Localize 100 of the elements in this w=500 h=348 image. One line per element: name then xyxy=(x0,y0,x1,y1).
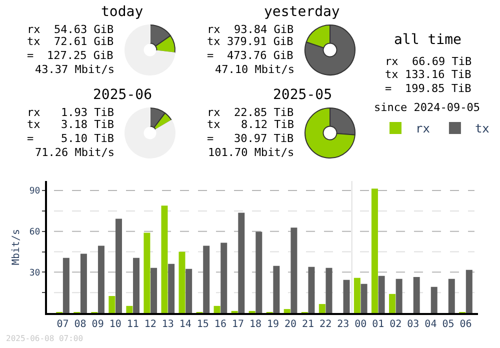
x-tick-label: 03 xyxy=(407,319,420,330)
bar xyxy=(256,232,262,313)
text: all time xyxy=(394,32,462,48)
text: 30.97 TiB xyxy=(234,132,294,145)
x-tick-label: 04 xyxy=(424,319,437,330)
x-tick-label: 08 xyxy=(74,319,86,330)
x-tick-label: 11 xyxy=(126,319,139,330)
y-axis-title: Mbit/s xyxy=(10,228,22,266)
text: 473.76 GiB xyxy=(227,49,294,62)
x-tick-label: 01 xyxy=(372,319,384,330)
y-tick-label: 30 xyxy=(29,268,40,278)
x-tick-label: 02 xyxy=(390,319,402,330)
x-tick-label: 22 xyxy=(320,319,332,330)
bar xyxy=(80,254,87,313)
bar xyxy=(126,306,133,313)
bar xyxy=(186,268,192,313)
x-tick-label: 05 xyxy=(442,319,454,330)
x-tick-label: 10 xyxy=(109,319,122,330)
bar xyxy=(161,206,168,313)
bar xyxy=(284,309,290,313)
bar xyxy=(318,304,326,313)
bar xyxy=(371,188,378,313)
x-tick-label: 06 xyxy=(460,319,472,330)
text: 127.25 GiB xyxy=(47,49,114,62)
x-tick-label: 13 xyxy=(162,319,174,330)
bar xyxy=(354,278,360,313)
text: 22.85 TiB xyxy=(234,106,294,119)
bar xyxy=(326,268,332,313)
x-tick-label: 00 xyxy=(354,319,367,330)
x-tick-label: 14 xyxy=(179,319,192,330)
bar xyxy=(133,258,140,313)
text: rx xyxy=(207,106,221,119)
bar xyxy=(62,258,70,313)
chart-title: yesterday xyxy=(264,4,340,20)
x-tick-label: 19 xyxy=(266,319,280,330)
text: 93.84 GiB xyxy=(234,23,294,36)
bar xyxy=(290,228,298,313)
legend-label: tx xyxy=(474,122,490,136)
bar xyxy=(466,270,472,313)
text: = xyxy=(27,132,34,145)
text: 1.93 TiB xyxy=(61,106,114,119)
text: rx xyxy=(27,106,41,119)
bar xyxy=(413,276,420,313)
bar xyxy=(108,296,116,313)
bar xyxy=(388,294,396,313)
text: tx xyxy=(27,35,41,48)
text: 3.18 TiB xyxy=(61,118,114,131)
text: = xyxy=(207,49,214,62)
bar xyxy=(238,212,245,313)
bar xyxy=(178,252,186,313)
bar xyxy=(378,276,385,313)
text: 72.61 GiB xyxy=(54,35,114,48)
x-tick-label: 20 xyxy=(284,319,297,330)
x-tick-label: 12 xyxy=(144,319,156,330)
bar xyxy=(448,278,455,313)
text: = xyxy=(385,82,392,95)
chart-title: 2025-05 xyxy=(273,87,332,103)
y-tick-label: 60 xyxy=(29,228,40,238)
text: 379.91 GiB xyxy=(227,35,294,48)
donut-slice xyxy=(124,108,176,158)
text: 8.12 TiB xyxy=(241,118,294,131)
bar xyxy=(203,246,210,313)
bar xyxy=(144,232,150,313)
chart-title: 2025-06 xyxy=(93,87,152,103)
text: 5.10 TiB xyxy=(61,132,114,145)
bar xyxy=(116,218,122,313)
text: rx xyxy=(207,23,221,36)
text: rx xyxy=(27,23,41,36)
x-tick-label: 17 xyxy=(232,319,244,330)
text: 66.69 TiB xyxy=(412,55,472,68)
y-tick-label: 90 xyxy=(29,186,40,197)
bar xyxy=(273,266,280,313)
text: = xyxy=(207,132,214,145)
bar xyxy=(168,264,175,313)
text: 54.63 GiB xyxy=(54,23,114,36)
text: 199.85 TiB xyxy=(405,82,472,95)
donut-slice xyxy=(304,108,356,158)
bar xyxy=(343,280,350,313)
text: since 2024-09-05 xyxy=(374,101,480,114)
bar xyxy=(214,306,220,313)
chart-title: today xyxy=(101,4,144,20)
bar xyxy=(308,266,315,313)
bar xyxy=(360,284,368,313)
x-tick-label: 18 xyxy=(249,319,262,330)
text: tx xyxy=(207,118,221,131)
bar xyxy=(150,268,158,313)
bar xyxy=(430,286,438,313)
text: 47.10 Mbit/s xyxy=(215,63,294,76)
donut-slice xyxy=(124,24,176,76)
text: tx xyxy=(207,35,221,48)
text: = xyxy=(27,49,34,62)
text: tx xyxy=(385,68,399,81)
bar xyxy=(98,246,104,313)
text: 101.70 Mbit/s xyxy=(208,146,294,159)
text: 43.37 Mbit/s xyxy=(35,63,114,76)
bar xyxy=(396,278,402,313)
x-tick-label: 21 xyxy=(302,319,314,330)
x-tick-label: 09 xyxy=(92,319,104,330)
text: 133.16 TiB xyxy=(405,68,472,81)
x-tick-label: 16 xyxy=(214,319,226,330)
